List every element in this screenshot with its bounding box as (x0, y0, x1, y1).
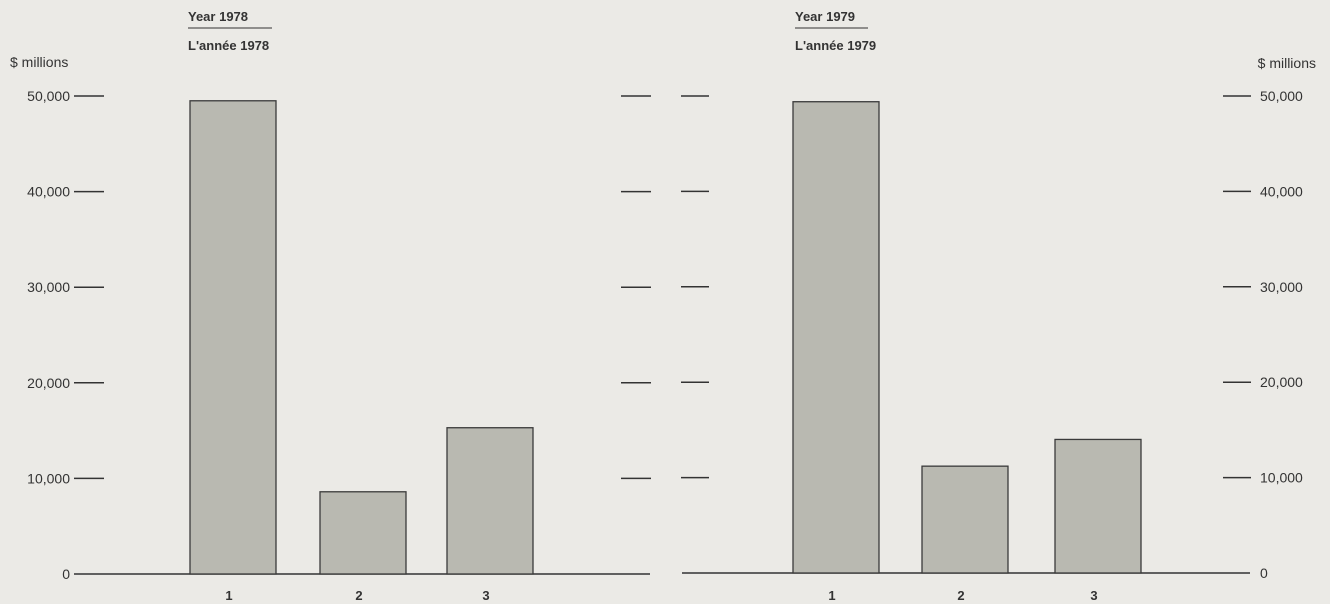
chart-1-subtitle: L'année 1978 (188, 38, 269, 53)
chart-1-category-label: 2 (355, 588, 362, 603)
chart-1-ytick-label: 30,000 (27, 279, 70, 295)
chart-1-bar-3 (446, 427, 534, 575)
chart-1-title: Year 1978 (188, 9, 248, 24)
chart-2-category-label: 2 (957, 588, 964, 603)
chart-1-ytick-label: 0 (62, 566, 70, 582)
chart-1-ylabel: $ millions (10, 54, 68, 70)
chart-1-bar-1 (189, 100, 277, 575)
chart-2-bar-2 (921, 465, 1009, 574)
chart-2-subtitle: L'année 1979 (795, 38, 876, 53)
chart-2-ytick-label: 20,000 (1260, 374, 1303, 390)
chart-1-ytick-label: 10,000 (27, 470, 70, 486)
chart-2-category-label: 1 (828, 588, 835, 603)
chart-2-bar-3 (1054, 438, 1142, 574)
chart-1-category-label: 3 (482, 588, 489, 603)
chart-1-bar-2 (319, 491, 407, 575)
chart-2-title: Year 1979 (795, 9, 855, 24)
chart-2-category-label: 3 (1090, 588, 1097, 603)
chart-2-ylabel: $ millions (1258, 55, 1316, 71)
chart-2-ytick-label: 40,000 (1260, 183, 1303, 199)
chart-2-ytick-label: 10,000 (1260, 470, 1303, 486)
chart-1-category-label: 1 (225, 588, 232, 603)
chart-2-ytick-label: 0 (1260, 565, 1268, 581)
chart-2-bar-1 (792, 101, 880, 574)
chart-2-ytick-label: 30,000 (1260, 279, 1303, 295)
chart-1-ytick-label: 20,000 (27, 375, 70, 391)
chart-1-ytick-label: 50,000 (27, 88, 70, 104)
chart-1-ytick-label: 40,000 (27, 184, 70, 200)
chart-2-ytick-label: 50,000 (1260, 88, 1303, 104)
